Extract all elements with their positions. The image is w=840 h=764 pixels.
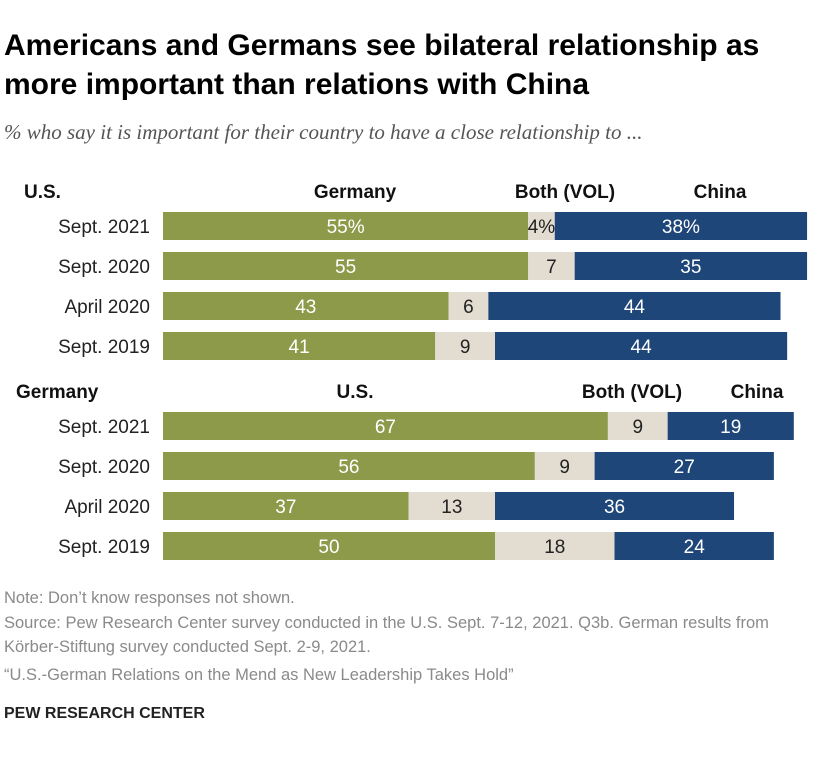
data-label: 41 (289, 337, 310, 358)
series-header: Both (VOL) (515, 182, 615, 203)
category-label: Sept. 2020 (58, 457, 150, 478)
bar-segment (163, 532, 495, 560)
series-header: China (694, 182, 747, 203)
bar-segment (614, 532, 774, 560)
series-header: U.S. (337, 382, 374, 403)
bar-segment (435, 332, 495, 360)
data-label: 13 (441, 497, 462, 518)
data-label: 35 (680, 257, 701, 278)
category-label: Sept. 2019 (58, 337, 150, 358)
category-label: Sept. 2020 (58, 257, 150, 278)
data-label: 36 (604, 497, 625, 518)
data-label: 4% (528, 217, 556, 238)
data-label: 55% (327, 217, 365, 238)
category-label: Sept. 2021 (58, 417, 150, 438)
bar-segment (594, 452, 774, 480)
bar-segment (163, 492, 409, 520)
data-label: 9 (632, 417, 643, 438)
data-label: 18 (544, 537, 565, 558)
bar-segment (163, 412, 608, 440)
data-label: 44 (624, 297, 646, 318)
data-label: 27 (674, 457, 695, 478)
data-label: 43 (295, 297, 316, 318)
note-text: Note: Don’t know responses not shown. (4, 589, 295, 607)
bar-segment (163, 332, 436, 360)
bar-segment (163, 212, 529, 240)
group-label: U.S. (24, 182, 61, 203)
data-label: 37 (275, 497, 296, 518)
bar-segment (163, 252, 529, 280)
bar-segment (528, 252, 575, 280)
series-header: China (731, 382, 784, 403)
data-label: 24 (684, 537, 706, 558)
pew-logo-text: PEW RESEARCH CENTER (4, 705, 205, 722)
data-label: 9 (559, 457, 570, 478)
bar-segment (408, 492, 495, 520)
category-label: Sept. 2019 (58, 537, 150, 558)
data-label: 9 (460, 337, 471, 358)
report-title-text: “U.S.-German Relations on the Mend as Ne… (4, 666, 514, 684)
data-label: 6 (463, 297, 474, 318)
data-label: 55 (335, 257, 356, 278)
stacked-bar-chart: U.S. Germany Both (VOL) China Sept. 2021 55% 4… (16, 182, 808, 560)
bar-segment (667, 412, 794, 440)
bar-segment (607, 412, 668, 440)
category-label: Sept. 2021 (58, 217, 150, 238)
category-label: April 2020 (64, 297, 150, 318)
series-header: Germany (314, 182, 397, 203)
bar-segment (488, 292, 781, 320)
bar-segment (528, 212, 555, 240)
bar-segment (574, 252, 808, 280)
data-label: 56 (338, 457, 359, 478)
source-text: Source: Pew Research Center survey condu… (4, 614, 769, 656)
bar-segment (495, 332, 788, 360)
data-label: 7 (546, 257, 557, 278)
bar-segment (495, 492, 735, 520)
bar-segment (534, 452, 595, 480)
data-label: 50 (318, 537, 339, 558)
group-label: Germany (16, 382, 99, 403)
bar-segment (495, 532, 615, 560)
bar-segment (163, 292, 449, 320)
bar-segment (448, 292, 489, 320)
series-header: Both (VOL) (582, 382, 682, 403)
category-label: April 2020 (64, 497, 150, 518)
bar-segment (554, 212, 808, 240)
data-label: 38% (662, 217, 700, 238)
chart-title: Americans and Germans see bilateral rela… (4, 29, 760, 101)
chart-subtitle: % who say it is important for their coun… (4, 120, 643, 144)
data-label: 44 (631, 337, 653, 358)
data-label: 67 (375, 417, 396, 438)
data-label: 19 (720, 417, 741, 438)
bar-segment (163, 452, 535, 480)
